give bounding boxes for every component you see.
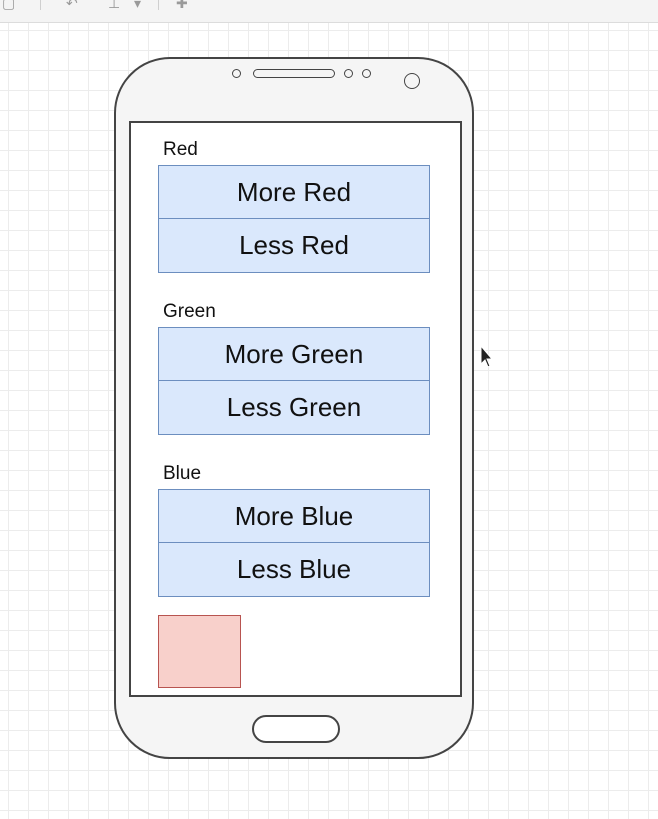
- sensor-dot: [344, 69, 353, 78]
- blue-button-group: More Blue Less Blue: [158, 489, 430, 597]
- sensor-dot: [232, 69, 241, 78]
- green-group-label[interactable]: Green: [163, 301, 216, 322]
- toolbar-icon[interactable]: ↶: [66, 0, 78, 12]
- green-button-group: More Green Less Green: [158, 327, 430, 435]
- less-red-button[interactable]: Less Red: [158, 219, 430, 273]
- red-button-group: More Red Less Red: [158, 165, 430, 273]
- more-red-button[interactable]: More Red: [158, 165, 430, 219]
- more-blue-button[interactable]: More Blue: [158, 489, 430, 543]
- blue-group-label[interactable]: Blue: [163, 463, 202, 484]
- sensor-dot: [362, 69, 371, 78]
- mouse-pointer-icon: [480, 345, 494, 368]
- less-blue-button[interactable]: Less Blue: [158, 543, 430, 597]
- toolbar-divider: [40, 0, 41, 10]
- less-green-button[interactable]: Less Green: [158, 381, 430, 435]
- speaker-grill: [253, 69, 335, 78]
- editor-toolbar: ▢ ↶ ⊥ ▾ ✚: [0, 0, 658, 23]
- color-swatch[interactable]: [158, 615, 241, 688]
- red-group-label[interactable]: Red: [163, 139, 198, 160]
- toolbar-icon[interactable]: ⊥: [108, 0, 121, 12]
- front-camera: [404, 73, 420, 89]
- toolbar-divider: [158, 0, 159, 10]
- home-button[interactable]: [252, 715, 340, 743]
- more-green-button[interactable]: More Green: [158, 327, 430, 381]
- toolbar-icon[interactable]: ▢: [2, 0, 16, 12]
- chevron-down-icon[interactable]: ▾: [134, 0, 142, 12]
- toolbar-icon[interactable]: ✚: [176, 0, 188, 12]
